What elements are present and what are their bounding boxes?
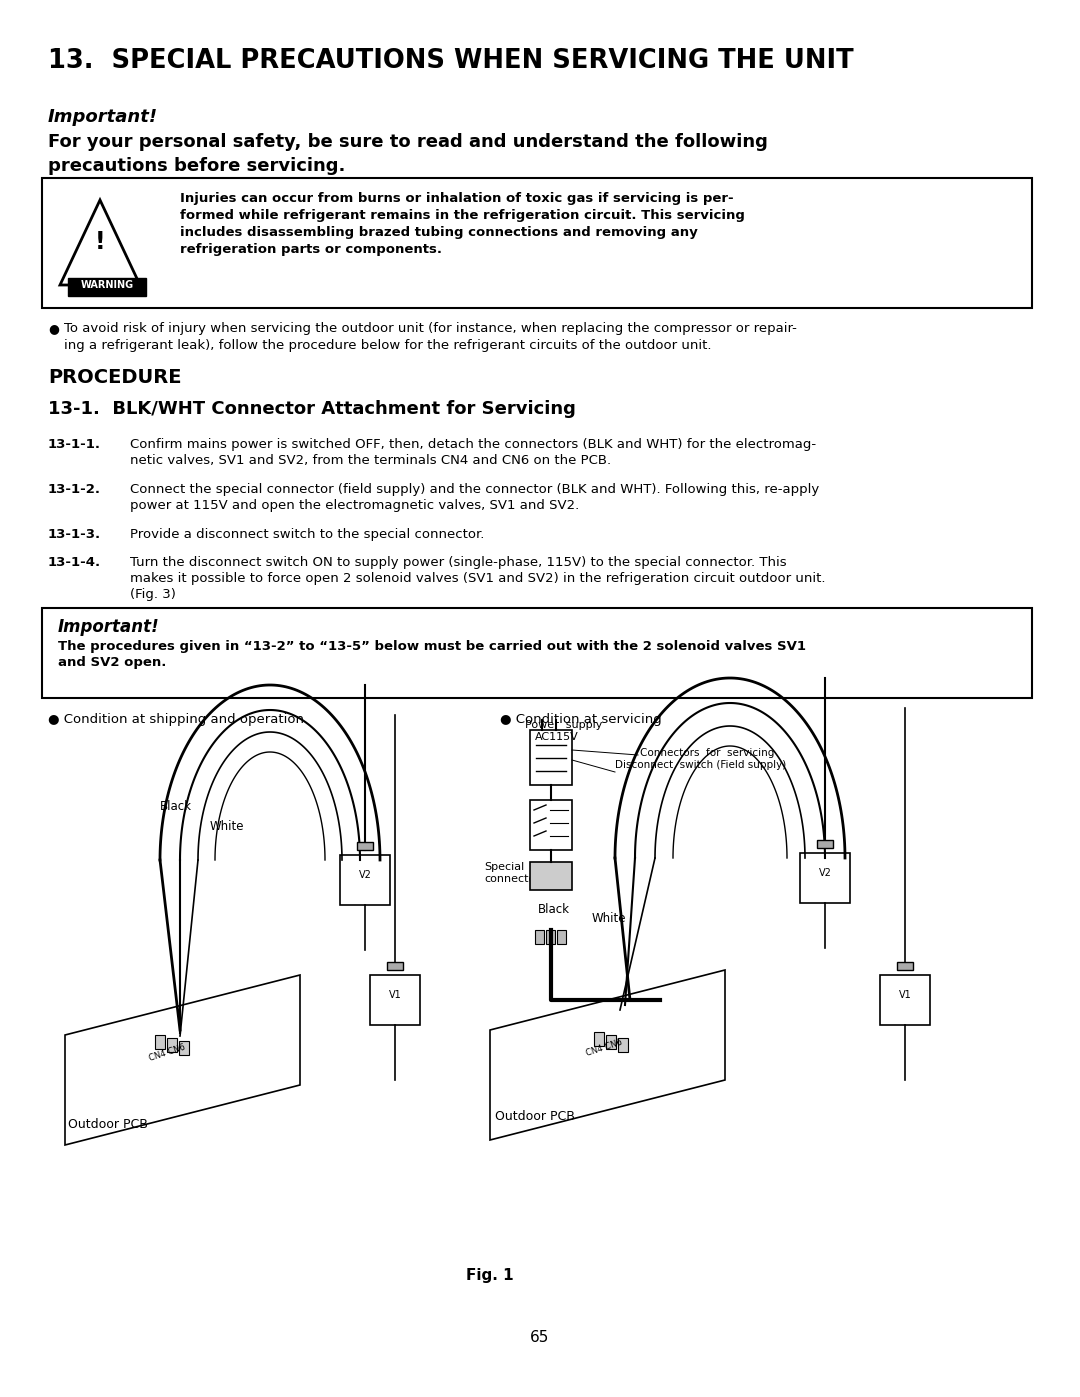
Bar [816,840,833,848]
Text: V2: V2 [819,868,832,877]
Bar [370,975,420,1025]
Text: The procedures given in “13-2” to “13-5” below must be carried out with the 2 so: The procedures given in “13-2” to “13-5”… [58,640,806,652]
Bar [530,862,572,890]
Text: !: ! [95,231,106,254]
Text: Important!: Important! [58,617,160,636]
Text: Injuries can occur from burns or inhalation of toxic gas if servicing is per-: Injuries can occur from burns or inhalat… [180,191,733,205]
Text: CN4 CN6: CN4 CN6 [148,1044,187,1063]
Text: Connectors  for  servicing: Connectors for servicing [640,747,774,759]
Text: Fig. 1: Fig. 1 [467,1268,514,1282]
Bar [618,1038,627,1052]
Text: V1: V1 [389,990,402,1000]
Text: Connect the special connector (field supply) and the connector (BLK and WHT). Fo: Connect the special connector (field sup… [130,483,820,496]
Bar [530,800,572,849]
Polygon shape [65,975,300,1146]
Polygon shape [490,970,725,1140]
Bar [340,855,390,905]
Bar [68,278,146,296]
Text: Black: Black [160,800,192,813]
Text: 65: 65 [530,1330,550,1345]
Text: Power  supply: Power supply [525,719,603,731]
Text: connector: connector [484,875,540,884]
Text: makes it possible to force open 2 solenoid valves (SV1 and SV2) in the refrigera: makes it possible to force open 2 soleno… [130,571,825,585]
Text: AC115V: AC115V [535,732,579,742]
Text: V1: V1 [899,990,912,1000]
Text: White: White [210,820,244,833]
Bar [357,842,373,849]
Text: 13-1-1.: 13-1-1. [48,439,102,451]
Text: (Fig. 3): (Fig. 3) [130,588,176,601]
Bar [535,930,544,944]
Text: White: White [592,912,626,925]
Text: 13-1-4.: 13-1-4. [48,556,102,569]
Text: 13-1-2.: 13-1-2. [48,483,102,496]
Text: Disconnect  switch (Field supply): Disconnect switch (Field supply) [615,760,786,770]
Text: ●: ● [48,321,59,335]
Bar [156,1035,165,1049]
Text: Outdoor PCB: Outdoor PCB [68,1118,148,1132]
Bar [530,731,572,785]
Text: ● Condition at shipping and operation: ● Condition at shipping and operation [48,712,303,726]
Bar [557,930,566,944]
Bar [594,1032,604,1046]
Bar [606,1035,616,1049]
Text: power at 115V and open the electromagnetic valves, SV1 and SV2.: power at 115V and open the electromagnet… [130,499,579,511]
Text: For your personal safety, be sure to read and understand the following
precautio: For your personal safety, be sure to rea… [48,133,768,175]
Bar [42,608,1032,698]
Text: CN4 CN6: CN4 CN6 [585,1038,623,1058]
Bar [167,1038,177,1052]
Text: ing a refrigerant leak), follow the procedure below for the refrigerant circuits: ing a refrigerant leak), follow the proc… [64,339,712,352]
Bar [897,963,913,970]
Bar [387,963,403,970]
Text: PROCEDURE: PROCEDURE [48,367,181,387]
Text: and SV2 open.: and SV2 open. [58,657,166,669]
Text: V2: V2 [359,870,372,880]
Text: WARNING: WARNING [80,279,134,291]
Text: Confirm mains power is switched OFF, then, detach the connectors (BLK and WHT) f: Confirm mains power is switched OFF, the… [130,439,816,451]
Text: formed while refrigerant remains in the refrigeration circuit. This servicing: formed while refrigerant remains in the … [180,210,745,222]
Bar [179,1041,189,1055]
Bar [880,975,930,1025]
Text: 13-1.  BLK/WHT Connector Attachment for Servicing: 13-1. BLK/WHT Connector Attachment for S… [48,400,576,418]
Text: To avoid risk of injury when servicing the outdoor unit (for instance, when repl: To avoid risk of injury when servicing t… [64,321,797,335]
Text: ● Condition at servicing: ● Condition at servicing [500,712,662,726]
Text: Turn the disconnect switch ON to supply power (single-phase, 115V) to the specia: Turn the disconnect switch ON to supply … [130,556,786,569]
Text: Provide a disconnect switch to the special connector.: Provide a disconnect switch to the speci… [130,528,484,541]
Text: Important!: Important! [48,108,158,126]
Text: 13.  SPECIAL PRECAUTIONS WHEN SERVICING THE UNIT: 13. SPECIAL PRECAUTIONS WHEN SERVICING T… [48,47,853,74]
Text: 13-1-3.: 13-1-3. [48,528,102,541]
Text: includes disassembling brazed tubing connections and removing any: includes disassembling brazed tubing con… [180,226,698,239]
Text: Outdoor PCB: Outdoor PCB [495,1111,575,1123]
Bar [42,177,1032,307]
Text: Special: Special [484,862,524,872]
Text: Black: Black [538,902,570,916]
Text: netic valves, SV1 and SV2, from the terminals CN4 and CN6 on the PCB.: netic valves, SV1 and SV2, from the term… [130,454,611,467]
Bar [800,854,850,902]
Polygon shape [60,200,140,285]
Text: refrigeration parts or components.: refrigeration parts or components. [180,243,442,256]
Bar [546,930,555,944]
